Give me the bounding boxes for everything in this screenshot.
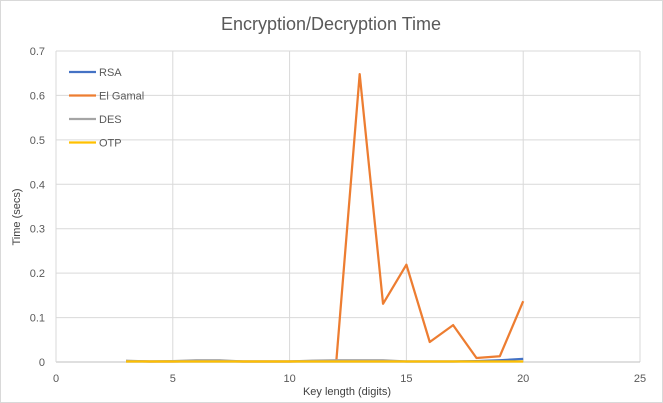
legend-label: DES — [99, 114, 122, 126]
legend-label: RSA — [99, 67, 122, 79]
legend: RSA El Gamal DES OTP — [69, 67, 144, 150]
x-tick-label: 15 — [400, 373, 412, 385]
x-tick-label: 25 — [634, 373, 646, 385]
legend-label: OTP — [99, 138, 122, 150]
series-line-el-gamal — [126, 72, 525, 363]
y-tick-label: 0.4 — [30, 179, 45, 191]
x-tick-label: 0 — [53, 373, 59, 385]
y-tick-label: 0.2 — [30, 268, 45, 280]
y-tick-label: 0.7 — [30, 46, 45, 58]
chart-title: Encryption/Decryption Time — [221, 14, 441, 34]
y-tick-label: 0 — [39, 357, 45, 369]
x-axis-ticks: 0 5 10 15 20 25 — [53, 373, 646, 385]
series-lines — [126, 72, 525, 363]
x-tick-label: 5 — [170, 373, 176, 385]
y-tick-label: 0.3 — [30, 224, 45, 236]
x-axis-label: Key length (digits) — [303, 386, 391, 398]
y-tick-label: 0.5 — [30, 135, 45, 147]
y-tick-label: 0.6 — [30, 90, 45, 102]
y-tick-label: 0.1 — [30, 313, 45, 325]
x-tick-label: 20 — [517, 373, 529, 385]
y-axis-label: Time (secs) — [11, 188, 23, 245]
legend-label: El Gamal — [99, 91, 144, 103]
y-axis-ticks: 0 0.1 0.2 0.3 0.4 0.5 0.6 0.7 — [30, 46, 45, 369]
x-tick-label: 10 — [283, 373, 295, 385]
